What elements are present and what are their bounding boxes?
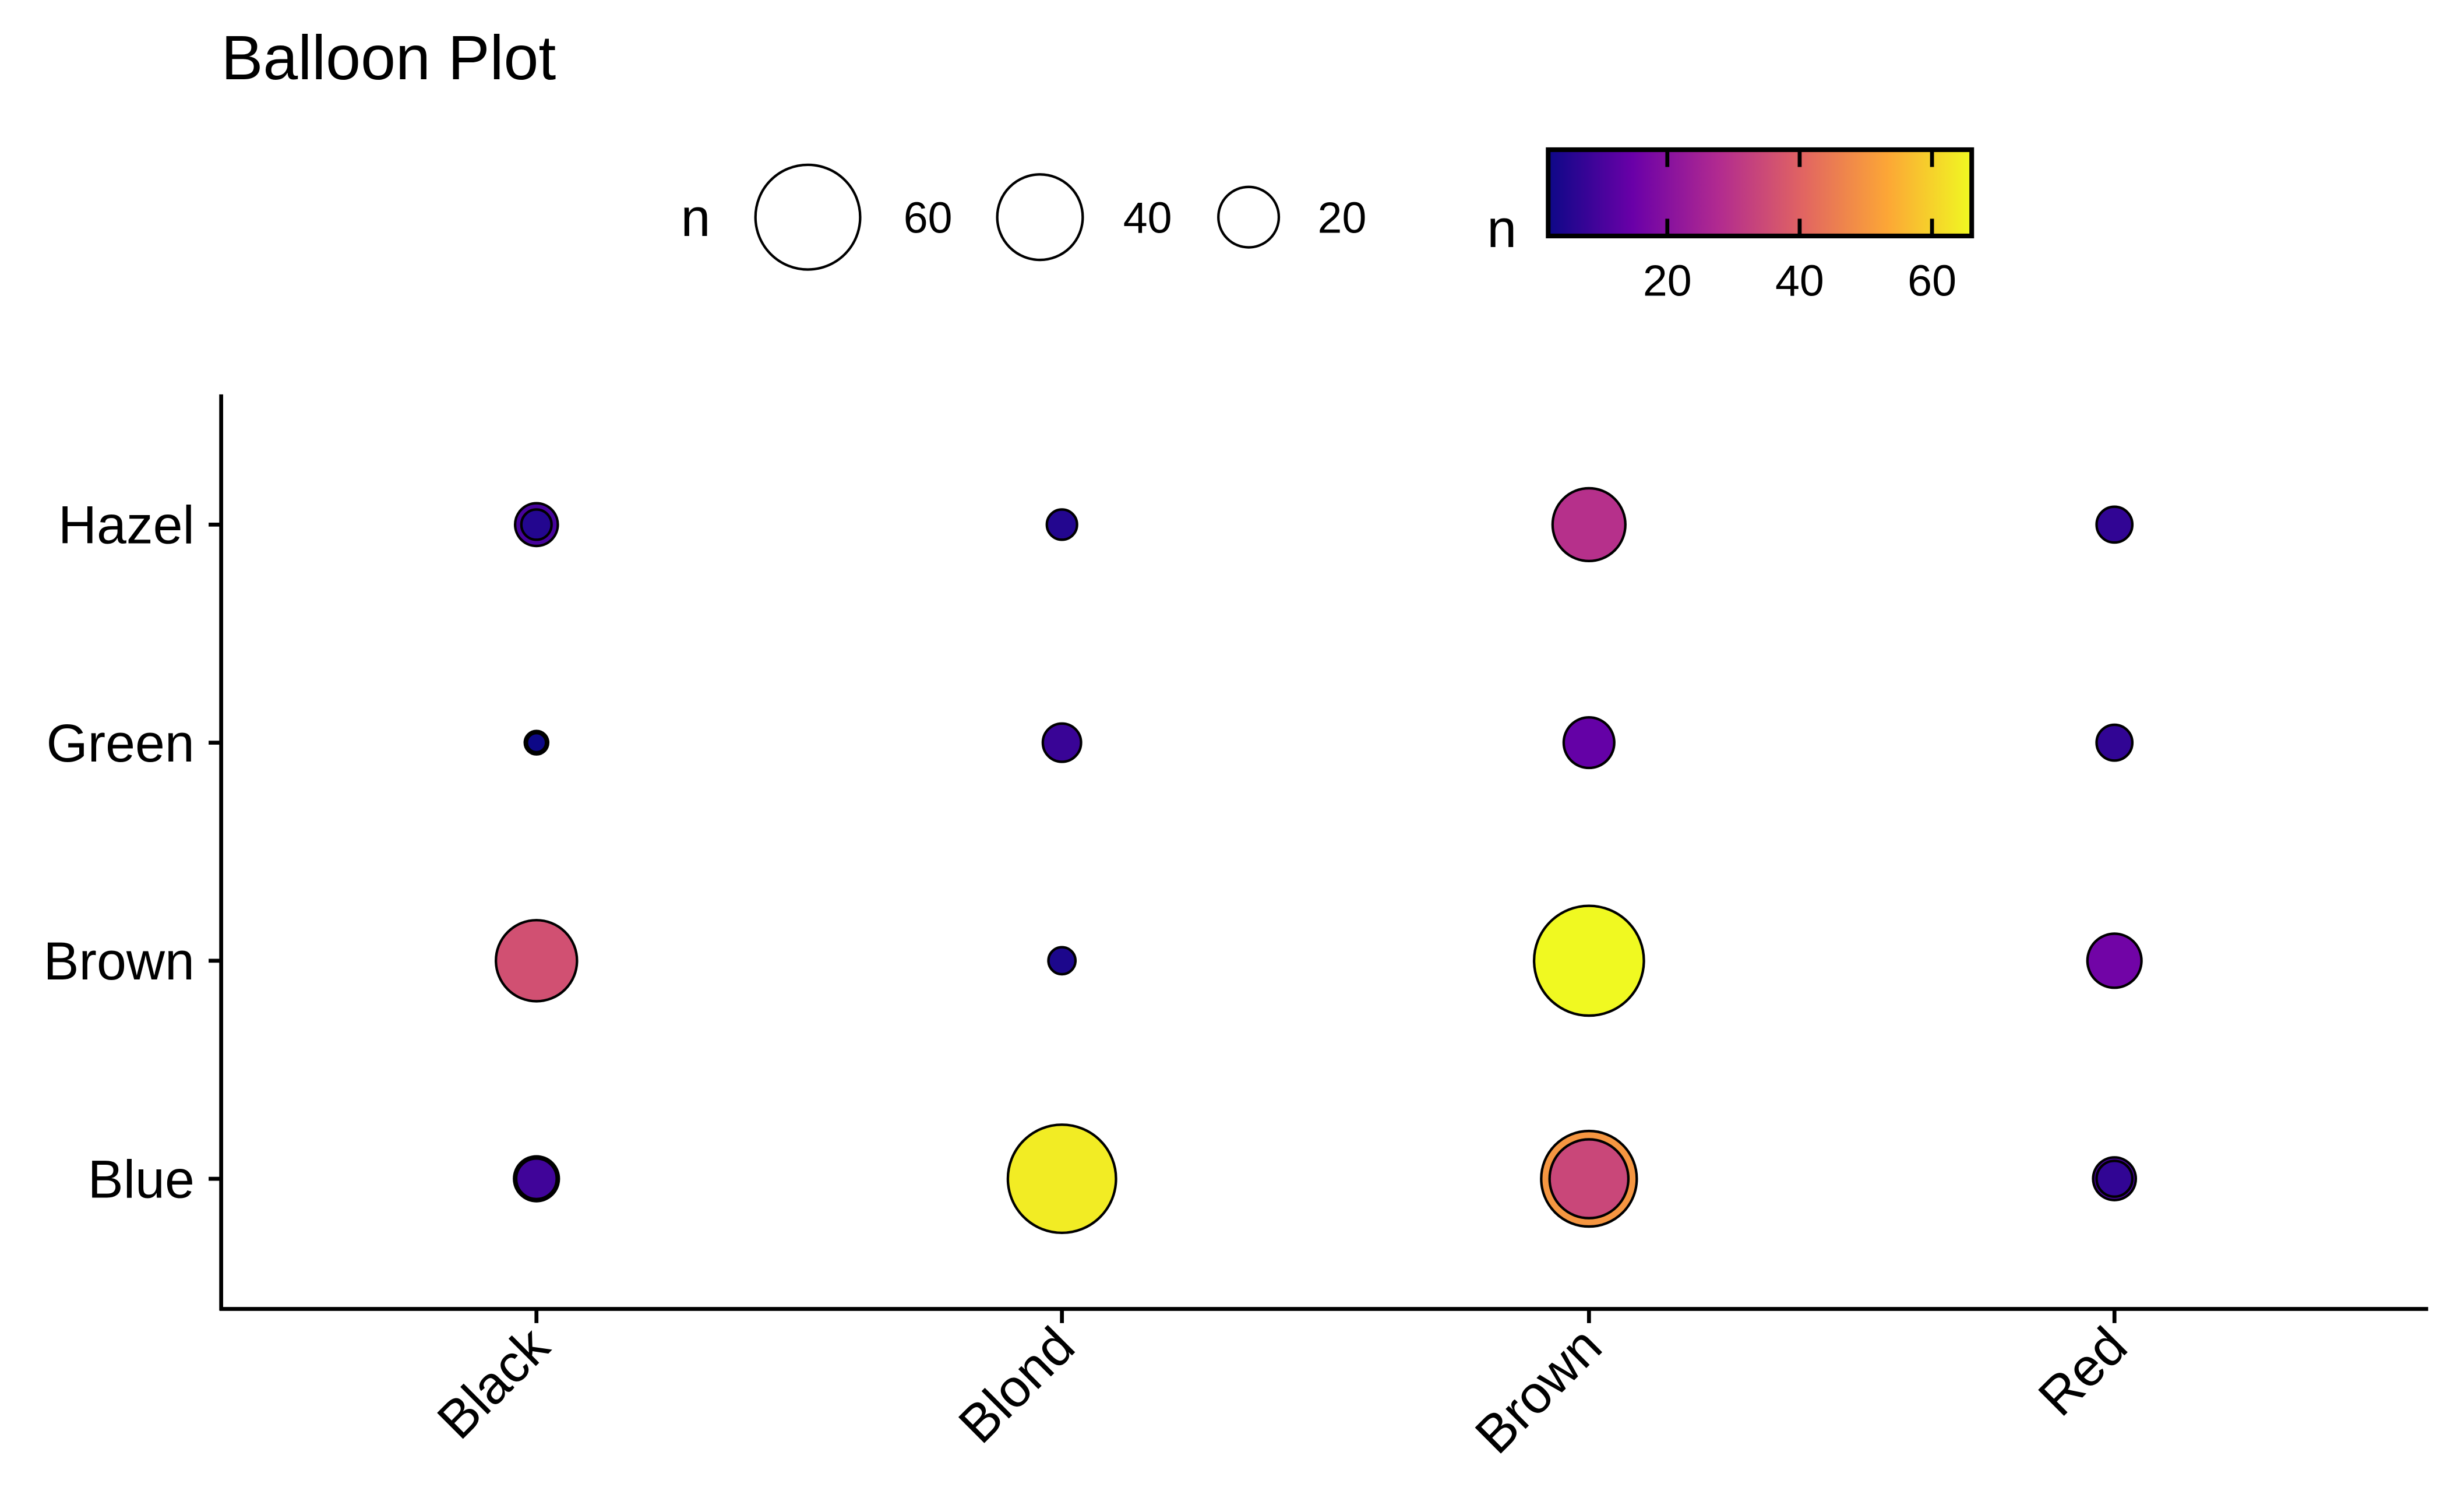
size-legend-title: n — [680, 188, 710, 248]
size-legend-key-20 — [1217, 185, 1281, 249]
point-red-brown — [2086, 932, 2143, 989]
point-blond-hazel — [1045, 508, 1078, 541]
point-blond-brown — [1047, 946, 1077, 976]
point-brown-hazel — [1551, 487, 1627, 562]
y-tick-label-brown: Brown — [43, 932, 194, 991]
point-red-blue — [2095, 1159, 2134, 1198]
point-black-blue — [514, 1157, 558, 1201]
colorbar-label-20: 20 — [1643, 256, 1692, 305]
x-tick-label-red: Red — [2027, 1316, 2138, 1428]
y-tick-label-blue: Blue — [88, 1150, 195, 1209]
y-tick-label-green: Green — [46, 714, 194, 773]
size-legend-label-40: 40 — [1123, 193, 1172, 242]
color-legend-title: n — [1487, 199, 1517, 259]
y-tick-label-hazel: Hazel — [58, 496, 195, 555]
chart-title: Balloon Plot — [221, 23, 556, 93]
axes: Blue Brown Green Hazel Black Blond Brown Red — [43, 394, 2428, 1465]
x-tick-label-blond: Blond — [947, 1316, 1086, 1455]
x-tick-label-brown: Brown — [1464, 1316, 1613, 1465]
color-legend: n 20 40 60 — [1487, 147, 1974, 305]
point-blond-blue — [1006, 1123, 1117, 1235]
size-legend-label-60: 60 — [904, 193, 953, 242]
point-black-hazel — [520, 508, 553, 541]
point-brown-blue — [1548, 1138, 1630, 1220]
size-legend-label-20: 20 — [1318, 193, 1367, 242]
point-red-hazel — [2095, 505, 2134, 544]
colorbar — [1546, 147, 1974, 239]
colorbar-label-60: 60 — [1907, 256, 1956, 305]
point-brown-brown — [1532, 904, 1645, 1017]
point-black-brown — [495, 919, 579, 1003]
size-legend: n 60 40 20 — [680, 163, 1367, 271]
point-brown-green — [1562, 716, 1616, 770]
x-tick-label-black: Black — [426, 1316, 560, 1450]
point-black-green — [526, 732, 548, 754]
point-blond-green — [1041, 722, 1083, 763]
size-legend-key-40 — [996, 173, 1084, 262]
size-legend-key-60 — [754, 163, 862, 271]
point-red-green — [2095, 723, 2134, 762]
points-layer — [495, 487, 2143, 1235]
colorbar-label-40: 40 — [1775, 256, 1824, 305]
